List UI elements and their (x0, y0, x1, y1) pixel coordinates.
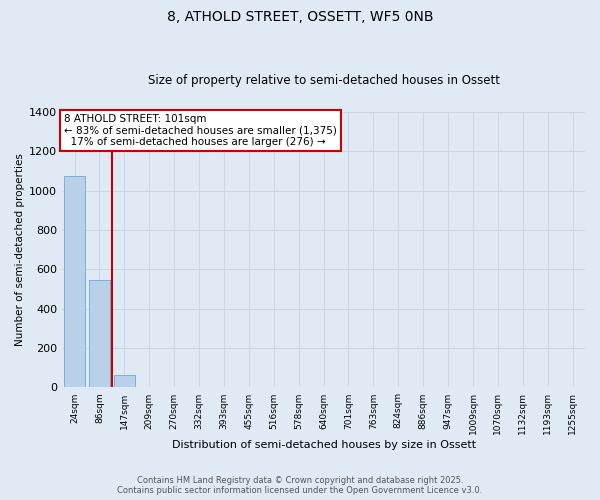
Text: 8 ATHOLD STREET: 101sqm
← 83% of semi-detached houses are smaller (1,375)
  17% : 8 ATHOLD STREET: 101sqm ← 83% of semi-de… (64, 114, 337, 147)
Text: 8, ATHOLD STREET, OSSETT, WF5 0NB: 8, ATHOLD STREET, OSSETT, WF5 0NB (167, 10, 433, 24)
Bar (89, 280, 110, 388)
Bar (114, 375, 135, 388)
X-axis label: Distribution of semi-detached houses by size in Ossett: Distribution of semi-detached houses by … (172, 440, 476, 450)
Y-axis label: Number of semi-detached properties: Number of semi-detached properties (15, 153, 25, 346)
Text: Contains HM Land Registry data © Crown copyright and database right 2025.
Contai: Contains HM Land Registry data © Crown c… (118, 476, 482, 495)
Bar (64, 176, 85, 388)
Title: Size of property relative to semi-detached houses in Ossett: Size of property relative to semi-detach… (148, 74, 500, 87)
